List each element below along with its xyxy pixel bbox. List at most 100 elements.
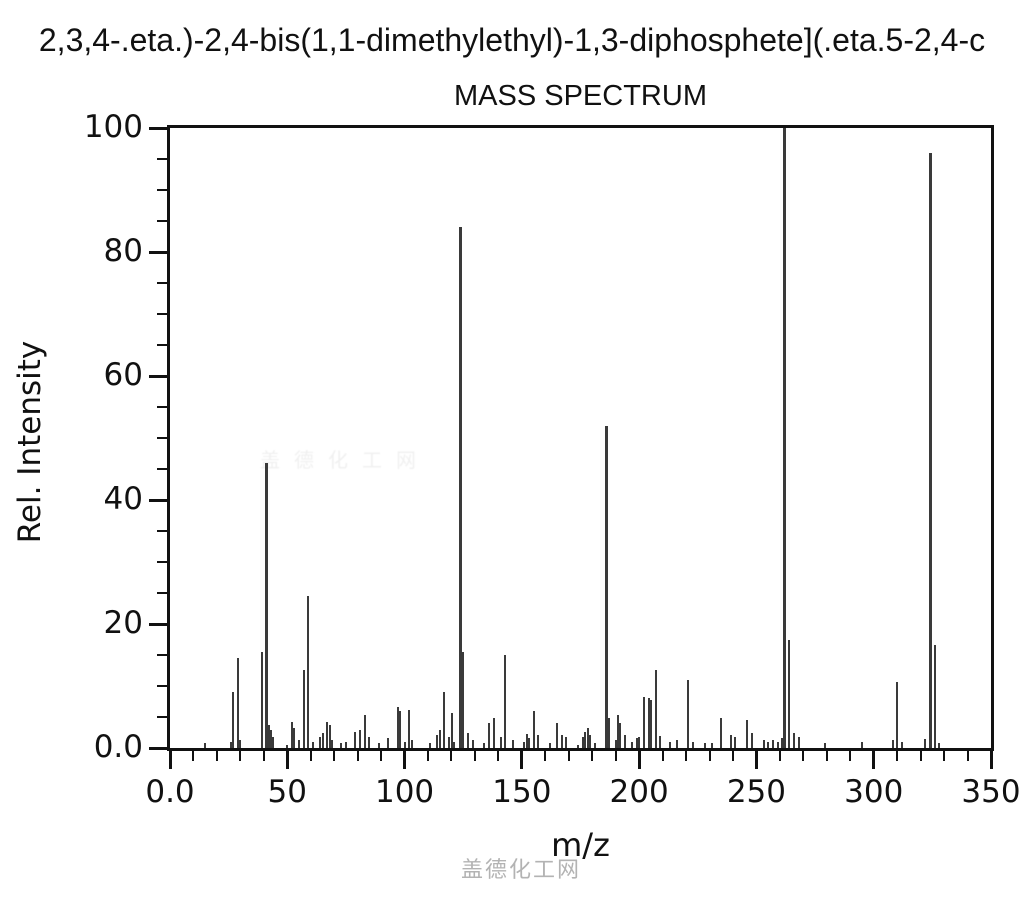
spectrum-bar bbox=[239, 739, 242, 748]
x-minor-tick bbox=[966, 751, 969, 761]
spectrum-bar bbox=[788, 639, 791, 748]
spectrum-bar bbox=[647, 697, 650, 748]
spectrum-bar bbox=[326, 722, 329, 748]
watermark: 盖德化工网 bbox=[460, 858, 581, 883]
compound-name-line: 2,3,4-.eta.)-2,4-bis(1,1-dimethylethyl)-… bbox=[0, 20, 1024, 64]
y-major-tick bbox=[149, 622, 167, 626]
spectrum-bar bbox=[750, 733, 753, 748]
spectrum-bar bbox=[527, 738, 530, 748]
spectrum-bar bbox=[232, 692, 235, 748]
y-minor-tick bbox=[157, 282, 167, 284]
spectrum-bar bbox=[638, 736, 641, 748]
spectrum-bar bbox=[586, 728, 589, 748]
y-tick-label: 80 bbox=[103, 233, 143, 269]
spectrum-bar bbox=[344, 741, 347, 748]
y-minor-tick bbox=[157, 344, 167, 346]
spectrum-bar bbox=[328, 725, 331, 748]
plot-area bbox=[170, 128, 991, 748]
spectrum-bar bbox=[448, 736, 451, 748]
x-major-tick bbox=[520, 751, 524, 769]
spectrum-bar bbox=[900, 741, 903, 748]
spectrum-bar bbox=[483, 743, 486, 748]
spectrum-bar bbox=[560, 735, 563, 748]
spectrum-bar bbox=[377, 743, 380, 748]
plot-frame bbox=[167, 125, 994, 751]
spectrum-bar bbox=[291, 722, 293, 748]
x-minor-tick bbox=[544, 751, 547, 761]
spectrum-bar bbox=[891, 739, 894, 748]
x-minor-tick bbox=[849, 751, 852, 761]
spectrum-bar bbox=[459, 227, 463, 748]
spectrum-bar bbox=[729, 735, 732, 748]
spectrum-bar bbox=[654, 669, 657, 748]
spectrum-bar bbox=[668, 741, 671, 748]
x-major-tick bbox=[637, 751, 641, 769]
y-tick-label: 60 bbox=[103, 357, 143, 393]
spectrum-bar bbox=[293, 728, 296, 748]
spectrum-bar bbox=[354, 731, 357, 748]
spectrum-bar bbox=[793, 733, 795, 748]
spectrum-bar bbox=[720, 718, 723, 748]
y-major-tick bbox=[149, 250, 167, 254]
x-minor-tick bbox=[708, 751, 711, 761]
y-minor-tick bbox=[157, 716, 167, 718]
spectrum-bar bbox=[767, 741, 770, 748]
y-minor-tick bbox=[157, 654, 167, 656]
spectrum-bar bbox=[450, 713, 453, 748]
spectrum-bar bbox=[204, 743, 207, 748]
spectrum-bar bbox=[675, 739, 678, 748]
x-minor-tick bbox=[567, 751, 570, 761]
spectrum-bar bbox=[619, 723, 622, 748]
y-minor-tick bbox=[157, 158, 167, 160]
y-minor-tick bbox=[157, 530, 167, 532]
x-minor-tick bbox=[239, 751, 242, 761]
spectrum-bar bbox=[762, 739, 765, 748]
spectrum-bar bbox=[746, 720, 748, 748]
spectrum-bar bbox=[556, 723, 558, 748]
y-major-tick bbox=[149, 374, 167, 378]
spectrum-bar bbox=[624, 735, 627, 748]
spectrum-bar bbox=[584, 731, 587, 748]
spectrum-bar bbox=[363, 715, 366, 748]
spectrum-bar bbox=[710, 743, 713, 748]
spectrum-bar bbox=[734, 736, 737, 748]
spectrum-bar bbox=[462, 651, 465, 748]
x-minor-tick bbox=[262, 751, 265, 761]
y-minor-tick bbox=[157, 561, 167, 563]
y-tick-label: 0.0 bbox=[93, 729, 143, 765]
spectrum-bar bbox=[577, 744, 580, 748]
spectrum-bar bbox=[924, 738, 927, 748]
spectrum-bar bbox=[797, 736, 800, 748]
x-tick-label: 50 bbox=[267, 774, 308, 810]
spectrum-bar bbox=[523, 741, 526, 748]
x-minor-tick bbox=[380, 751, 383, 761]
y-minor-tick bbox=[157, 189, 167, 191]
spectrum-bar bbox=[532, 711, 535, 748]
spectrum-bar bbox=[617, 715, 619, 748]
y-tick-label: 20 bbox=[103, 605, 143, 641]
spectrum-bar bbox=[436, 735, 439, 748]
x-minor-tick bbox=[661, 751, 664, 761]
spectrum-bar bbox=[607, 717, 610, 748]
spectrum-bar bbox=[649, 700, 652, 748]
spectrum-bar bbox=[783, 128, 787, 748]
x-tick-label: 350 bbox=[961, 774, 1021, 810]
spectrum-bar bbox=[776, 741, 779, 748]
spectrum-bar bbox=[398, 711, 401, 748]
spectrum-bar bbox=[631, 742, 634, 748]
x-minor-tick bbox=[309, 751, 312, 761]
spectrum-bar bbox=[549, 743, 551, 748]
spectrum-bar bbox=[604, 425, 608, 748]
spectrum-bar bbox=[703, 743, 706, 748]
y-minor-tick bbox=[157, 313, 167, 315]
spectrum-bar bbox=[781, 738, 784, 748]
spectrum-bar bbox=[635, 738, 638, 748]
x-minor-tick bbox=[802, 751, 805, 761]
x-axis-label: m/z bbox=[551, 826, 610, 864]
spectrum-bar bbox=[312, 741, 315, 748]
spectrum-bar bbox=[896, 681, 899, 748]
spectrum-bar bbox=[642, 696, 645, 748]
x-minor-tick bbox=[685, 751, 688, 761]
spectrum-bar bbox=[237, 658, 239, 748]
